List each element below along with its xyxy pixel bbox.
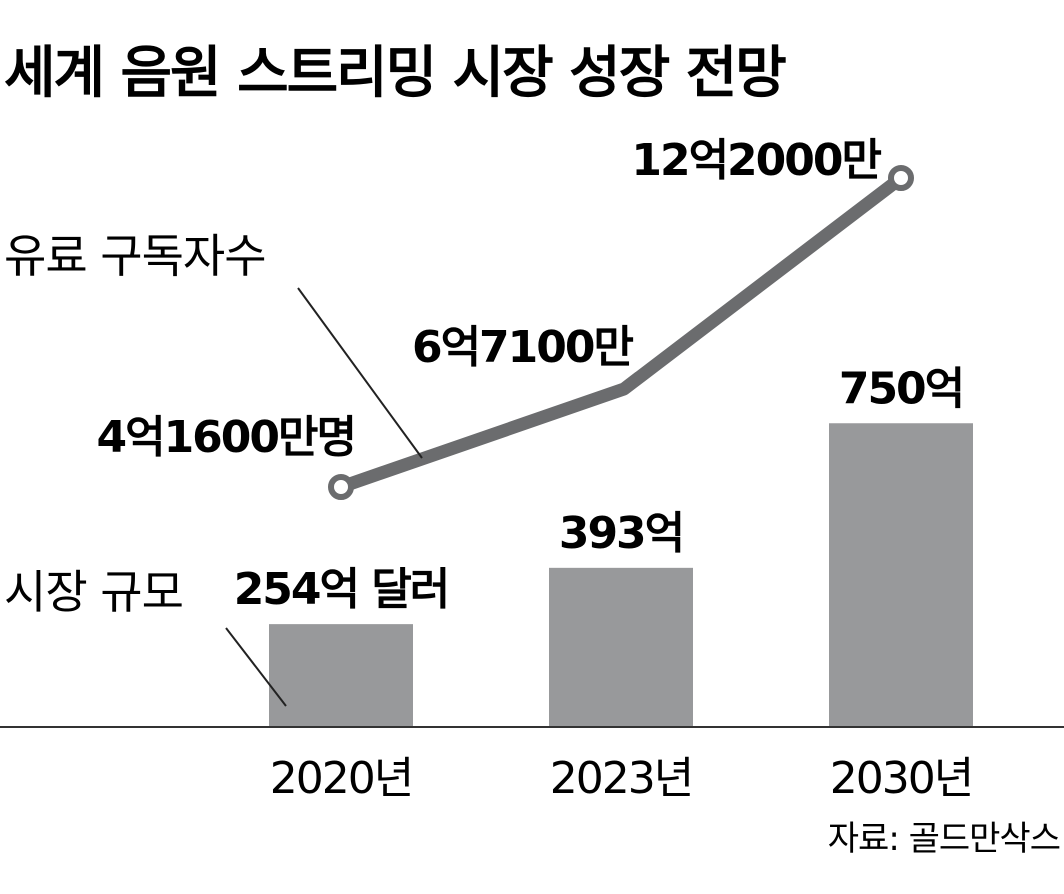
bar-2030년 xyxy=(829,423,973,727)
bar-value-label: 254억 달러 xyxy=(234,564,449,615)
x-tick-label: 2030년 xyxy=(830,753,972,804)
line-value-label: 6억7100만 xyxy=(412,322,634,373)
series-label-market-size-leader xyxy=(225,627,287,707)
x-tick-label: 2023년 xyxy=(550,753,692,804)
bar-value-label: 750억 xyxy=(839,363,963,414)
source-note: 자료: 골드만삭스 xyxy=(828,819,1060,859)
bar-value-label: 393억 xyxy=(559,508,683,559)
line-value-label: 4억1600만명 xyxy=(96,412,355,463)
line-series: 4억1600만명 6억7100만 12억2000만 xyxy=(96,135,914,500)
series-label-market-size: 시장 규모 xyxy=(4,565,183,619)
chart-title: 세계 음원 스트리밍 시장 성장 전망 xyxy=(4,41,786,106)
x-tick-label: 2020년 xyxy=(270,753,412,804)
bar-2020년 xyxy=(269,624,413,727)
line-value-label: 12억2000만 xyxy=(631,135,881,186)
series-label-subscribers-leader xyxy=(297,287,423,459)
line-point-2020년 xyxy=(328,474,354,500)
bar-2023년 xyxy=(549,567,693,727)
line-point-2030년 xyxy=(888,165,914,191)
bar-series: 254억 달러 393억 750억 xyxy=(234,363,973,727)
x-axis-ticks: 2020년 2023년 2030년 xyxy=(270,753,974,804)
subscribers-line xyxy=(338,172,905,494)
series-label-subscribers: 유료 구독자수 xyxy=(4,229,266,283)
